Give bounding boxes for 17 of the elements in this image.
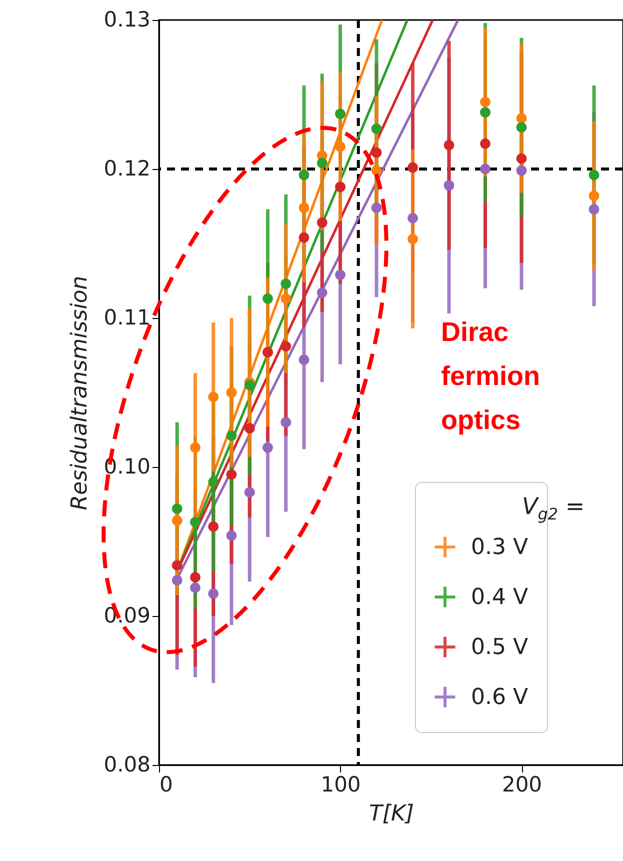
annotation: Dirac fermion optics bbox=[441, 317, 540, 435]
x-tick-label: 0 bbox=[160, 772, 173, 796]
legend-label: 0.6 V bbox=[471, 685, 528, 710]
y-tick-label: 0.09 bbox=[104, 604, 150, 628]
y-tick-label: 0.12 bbox=[104, 156, 150, 180]
x-tick-label: 100 bbox=[320, 772, 361, 796]
legend-label: 0.4 V bbox=[471, 585, 528, 610]
y-tick-label: 0.11 bbox=[104, 306, 150, 330]
legend-title: V$_{g2}$ = bbox=[522, 494, 585, 524]
legend-label: 0.5 V bbox=[471, 635, 528, 660]
x-tick-label: 200 bbox=[502, 772, 542, 796]
y-tick-label: 0.13 bbox=[104, 8, 150, 32]
y-tick-label: 0.08 bbox=[104, 752, 150, 776]
x-axis-title: T[K] bbox=[368, 802, 414, 826]
y-tick-label: 0.10 bbox=[104, 454, 150, 478]
legend-label: 0.3 V bbox=[471, 535, 528, 560]
y-axis-title: Residualtransmission bbox=[68, 276, 93, 510]
